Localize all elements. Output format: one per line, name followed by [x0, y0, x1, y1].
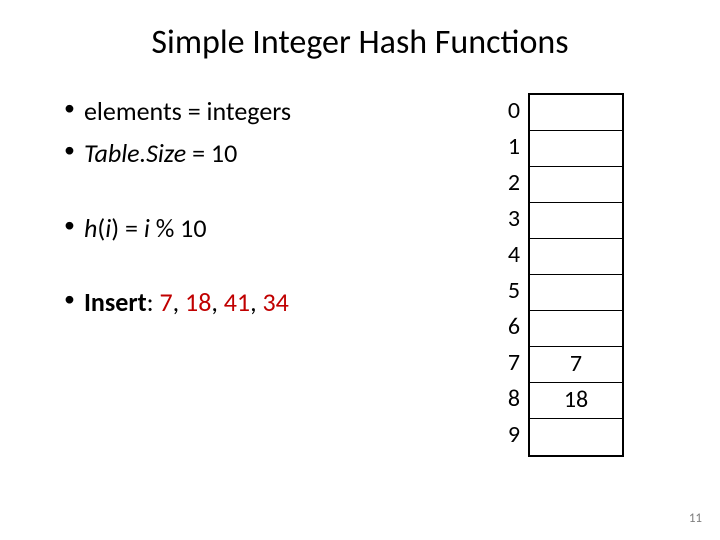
- cell-4: [530, 239, 622, 275]
- spacer-2: [60, 252, 440, 284]
- cell-1: [530, 131, 622, 167]
- cell-7: 7: [530, 347, 622, 383]
- index-9: 9: [500, 417, 520, 453]
- index-0: 0: [500, 93, 520, 129]
- insert-label: Insert: [84, 286, 147, 318]
- insert-s3: ,: [250, 286, 262, 318]
- index-2: 2: [500, 165, 520, 201]
- cell-8: 18: [530, 383, 622, 419]
- index-6: 6: [500, 309, 520, 345]
- insert-s1: ,: [173, 286, 185, 318]
- hashfn-i2: i: [144, 212, 156, 244]
- hashfn-mid: ) =: [111, 212, 144, 244]
- index-5: 5: [500, 273, 520, 309]
- cell-3: [530, 203, 622, 239]
- bullet-insert: Insert: 7, 18, 41, 34: [60, 284, 440, 320]
- insert-s2: ,: [211, 286, 223, 318]
- bullet-elements: elements = integers: [60, 93, 440, 129]
- index-column: 0 1 2 3 4 5 6 7 8 9: [500, 93, 520, 457]
- cell-column: 7 18: [528, 93, 624, 457]
- index-4: 4: [500, 237, 520, 273]
- insert-v1: 7: [159, 286, 172, 318]
- page-number: 11: [689, 511, 702, 526]
- spacer-1: [60, 178, 440, 210]
- insert-v3: 41: [224, 286, 250, 318]
- bullet-hashfn: h(i) = i % 10: [60, 210, 440, 246]
- bullet-list: elements = integers Table.Size = 10 h(i)…: [60, 93, 440, 457]
- index-7: 7: [500, 345, 520, 381]
- tablesize-value: = 10: [186, 137, 237, 169]
- insert-colon: :: [147, 286, 160, 318]
- bullet-tablesize: Table.Size = 10: [60, 135, 440, 171]
- index-8: 8: [500, 381, 520, 417]
- cell-2: [530, 167, 622, 203]
- hash-table: 0 1 2 3 4 5 6 7 8 9 7 18: [500, 93, 624, 457]
- cell-5: [530, 275, 622, 311]
- insert-v4: 34: [262, 286, 288, 318]
- hashfn-h: h: [84, 212, 97, 244]
- hashfn-end: % 10: [156, 212, 207, 244]
- content-row: elements = integers Table.Size = 10 h(i)…: [0, 73, 720, 457]
- cell-9: [530, 419, 622, 455]
- cell-6: [530, 311, 622, 347]
- bullet-elements-text: elements = integers: [84, 95, 291, 127]
- index-3: 3: [500, 201, 520, 237]
- cell-0: [530, 95, 622, 131]
- tablesize-label: Table.Size: [84, 137, 186, 169]
- insert-v2: 18: [185, 286, 211, 318]
- slide-title: Simple Integer Hash Functions: [0, 0, 720, 73]
- index-1: 1: [500, 129, 520, 165]
